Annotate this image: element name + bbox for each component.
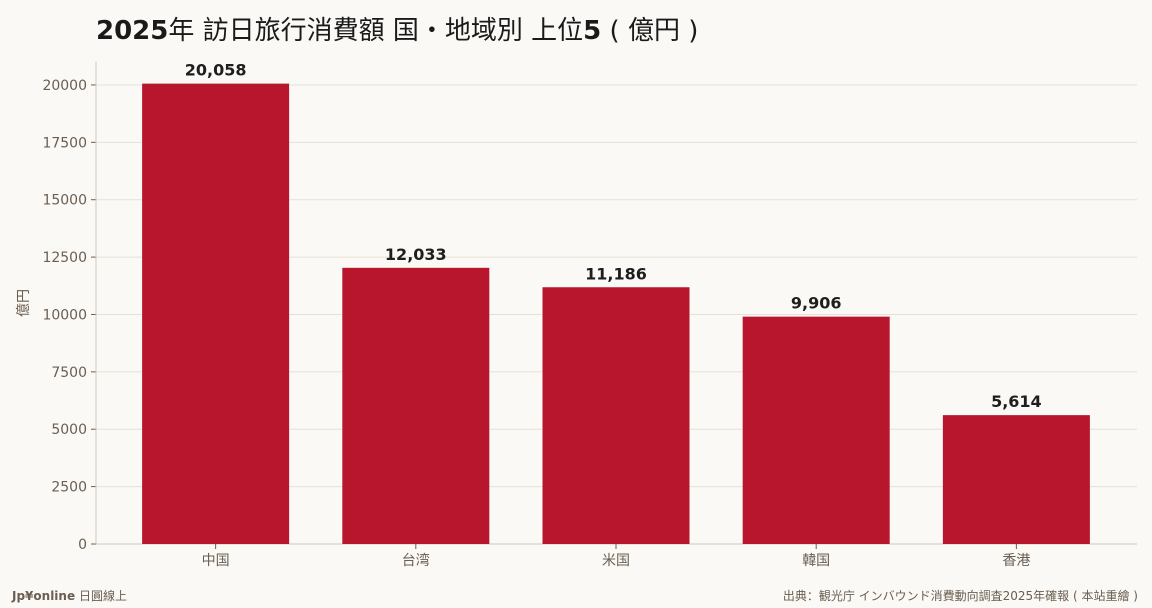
bar-3 xyxy=(742,316,890,544)
bar-value-label: 11,186 xyxy=(585,264,647,283)
chart-title-rank: 5 xyxy=(583,16,602,46)
x-tick-label: 香港 xyxy=(1002,553,1030,569)
chart-title: 2025年 訪日旅行消費額 国・地域別 上位5 ( 億円 ) xyxy=(96,10,698,47)
x-tick-label: 韓国 xyxy=(802,553,830,569)
bar-0 xyxy=(142,83,290,544)
y-tick-label: 17500 xyxy=(42,135,87,151)
chart-title-year: 2025 xyxy=(96,16,169,46)
bar-1 xyxy=(342,267,490,544)
x-tick-label: 台湾 xyxy=(402,552,430,569)
y-tick-label: 5000 xyxy=(51,422,87,438)
y-tick-label: 20000 xyxy=(42,78,87,94)
brand-name: Jp¥online xyxy=(12,589,76,603)
chart-title-text: 年 訪日旅行消費額 国・地域別 上位 xyxy=(168,16,584,46)
x-tick-label: 中国 xyxy=(202,553,230,569)
brand-footer: Jp¥online 日圓線上 xyxy=(12,587,127,604)
bar-4 xyxy=(942,415,1090,544)
bar-2 xyxy=(542,287,690,544)
source-note: 出典：観光庁 インバウンド消費動向調査2025年確報 ( 本站重繪 ) xyxy=(782,589,1138,603)
brand-tagline: 日圓線上 xyxy=(78,589,127,603)
y-tick-label: 12500 xyxy=(42,250,87,266)
y-tick-label: 15000 xyxy=(42,193,87,209)
y-tick-label: 0 xyxy=(78,537,87,553)
y-tick-label: 2500 xyxy=(51,480,87,496)
bar-value-label: 9,906 xyxy=(791,294,842,313)
bar-value-label: 12,033 xyxy=(385,245,447,264)
x-tick-label: 米国 xyxy=(602,553,630,569)
bar-value-label: 20,058 xyxy=(185,61,247,80)
bar-value-label: 5,614 xyxy=(991,392,1042,411)
y-tick-label: 10000 xyxy=(42,307,87,323)
y-axis-label: 億円 xyxy=(16,289,32,317)
chart-title-unit: ( 億円 ) xyxy=(601,16,699,46)
y-tick-label: 7500 xyxy=(51,365,87,381)
